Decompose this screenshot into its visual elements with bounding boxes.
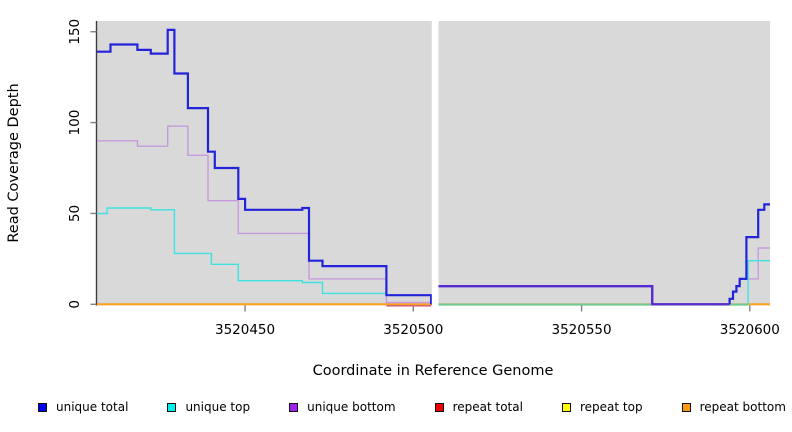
y-tick-label: 150 — [67, 19, 83, 45]
legend-label-repeat-top: repeat top — [579, 400, 643, 414]
y-tick-label: 0 — [67, 300, 83, 309]
y-tick-label: 50 — [67, 205, 83, 222]
legend-item-unique-bottom: unique bottom — [289, 400, 396, 414]
no-data-gap — [431, 20, 439, 307]
axis-ticks: 3520450 3520500 3520550 3520600 0 50 100 150 — [67, 19, 780, 338]
legend-swatch-repeat-total — [434, 402, 444, 412]
legend-label-unique-total: unique total — [56, 400, 129, 414]
legend-item-unique-top: unique top — [167, 400, 250, 414]
legend-item-unique-total: unique total — [38, 400, 128, 414]
legend-label-repeat-total: repeat total — [452, 400, 523, 414]
y-axis-label: Read Coverage Depth — [6, 83, 22, 242]
series-layer — [97, 20, 770, 307]
x-tick-label: 3520500 — [383, 322, 443, 338]
x-axis-label: Coordinate in Reference Genome — [313, 363, 554, 379]
legend-item-repeat-bottom: repeat bottom — [681, 400, 786, 414]
legend-label-unique-bottom: unique bottom — [307, 400, 396, 414]
legend-swatch-repeat-top — [561, 402, 571, 412]
legend-item-repeat-top: repeat top — [561, 400, 643, 414]
legend-swatch-repeat-bottom — [681, 402, 691, 412]
x-tick-label: 3520550 — [551, 322, 611, 338]
unique-overlap-violet-segment — [438, 285, 730, 306]
legend-label-unique-top: unique top — [185, 400, 251, 414]
legend-swatch-unique-total — [38, 402, 47, 412]
x-tick-label: 3520600 — [720, 322, 780, 338]
y-tick-label: 100 — [67, 110, 83, 136]
legend-item-repeat-total: repeat total — [434, 400, 523, 414]
coverage-chart: 3520450 3520500 3520550 3520600 0 50 100 150 Co… — [6, 19, 780, 379]
legend-swatch-unique-top — [167, 402, 177, 412]
x-tick-label: 3520450 — [215, 322, 275, 338]
legend-swatch-unique-bottom — [289, 402, 299, 412]
legend: unique total unique top unique bottom re… — [38, 400, 786, 414]
legend-label-repeat-bottom: repeat bottom — [699, 400, 786, 414]
